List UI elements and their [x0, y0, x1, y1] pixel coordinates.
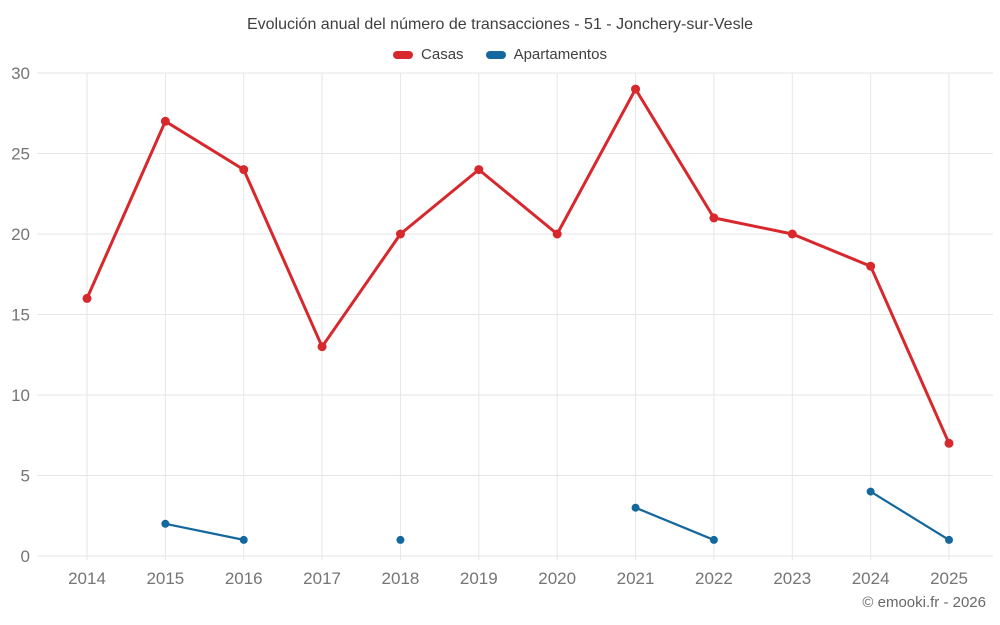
casas-point-2025[interactable] — [944, 438, 954, 448]
legend-label-apartamentos: Apartamentos — [513, 46, 607, 63]
casas-point-2022[interactable] — [709, 213, 719, 223]
y-tick-label: 0 — [21, 547, 30, 566]
y-tick-label: 10 — [11, 386, 30, 405]
x-tick-label: 2019 — [460, 569, 498, 588]
apartamentos-point-2016[interactable] — [239, 535, 248, 544]
casas-point-2019[interactable] — [474, 165, 484, 175]
y-tick-label: 20 — [11, 225, 30, 244]
x-tick-label: 2017 — [303, 569, 341, 588]
y-tick-label: 25 — [11, 144, 30, 163]
casas-point-2015[interactable] — [160, 116, 170, 126]
casas-point-2017[interactable] — [317, 342, 327, 352]
casas-series — [82, 84, 954, 448]
apartamentos-point-2024[interactable] — [866, 487, 875, 496]
apartamentos-line — [164, 522, 245, 542]
x-tick-label: 2022 — [695, 569, 733, 588]
copyright-note: © emooki.fr - 2026 — [862, 594, 986, 611]
apartamentos-point-2018[interactable] — [396, 535, 405, 544]
casas-point-2016[interactable] — [239, 165, 249, 175]
x-tick-label: 2024 — [852, 569, 890, 588]
x-tick-label: 2018 — [382, 569, 420, 588]
casas-point-2024[interactable] — [866, 261, 876, 271]
apartamentos-point-2022[interactable] — [709, 535, 718, 544]
x-tick-label: 2016 — [225, 569, 263, 588]
x-gridlines — [86, 73, 950, 560]
casas-point-2020[interactable] — [552, 229, 562, 239]
y-axis-labels: 0 5 10 15 20 25 30 — [11, 64, 30, 566]
y-gridlines — [37, 72, 993, 557]
apartamentos-point-2025[interactable] — [945, 535, 953, 544]
legend-item-apartamentos[interactable]: Apartamentos — [485, 46, 607, 63]
x-tick-label: 2020 — [538, 569, 576, 588]
apartamentos-swatch-icon — [485, 50, 506, 59]
x-tick-label: 2023 — [773, 569, 811, 588]
casas-point-2023[interactable] — [787, 229, 797, 239]
y-tick-label: 15 — [11, 305, 30, 324]
apartamentos-line — [869, 490, 951, 542]
legend: Casas Apartamentos — [0, 46, 1000, 63]
apartamentos-point-2015[interactable] — [161, 519, 170, 528]
apartamentos-point-2021[interactable] — [631, 503, 640, 512]
legend-item-casas[interactable]: Casas — [393, 46, 464, 63]
casas-point-2014[interactable] — [82, 293, 92, 303]
x-tick-label: 2021 — [617, 569, 655, 588]
x-tick-label: 2014 — [68, 569, 106, 588]
legend-label-casas: Casas — [421, 46, 464, 63]
apartamentos-line — [634, 506, 716, 542]
x-axis-labels: 2014 2015 2016 2017 2018 2019 2020 2021 2022 2023… — [68, 569, 968, 588]
y-tick-label: 5 — [21, 466, 30, 485]
casas-line — [85, 87, 951, 445]
casas-swatch-icon — [393, 50, 414, 59]
apartamentos-series — [161, 487, 953, 544]
chart-title: Evolución anual del número de transaccio… — [246, 16, 754, 33]
x-tick-label: 2025 — [930, 569, 968, 588]
casas-point-2018[interactable] — [395, 229, 405, 239]
y-tick-label: 30 — [11, 64, 30, 83]
x-tick-label: 2015 — [146, 569, 184, 588]
casas-point-2021[interactable] — [631, 84, 641, 94]
